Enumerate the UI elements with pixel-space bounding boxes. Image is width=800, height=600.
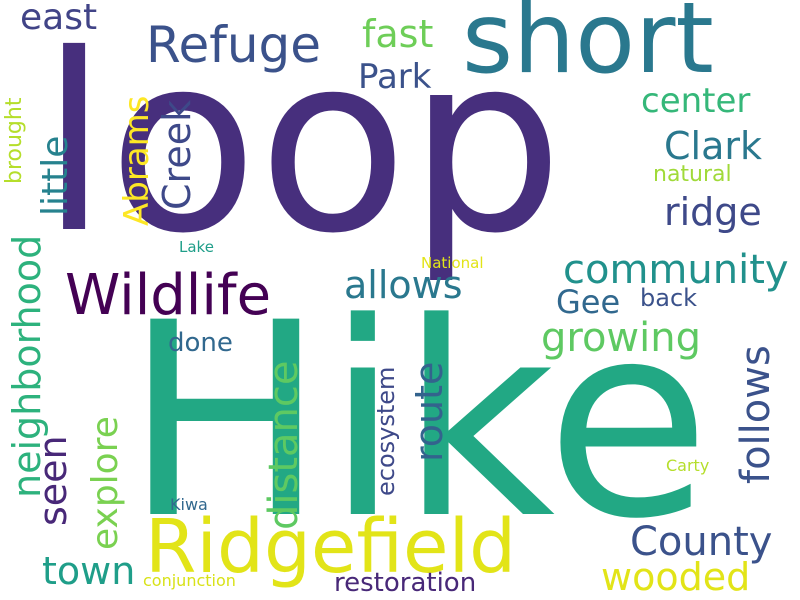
word-ecosystem: ecosystem <box>372 366 400 496</box>
word-wildlife: Wildlife <box>65 263 272 328</box>
word-creek: Creek <box>155 99 199 210</box>
word-little: little <box>35 135 76 216</box>
word-back: back <box>640 284 698 312</box>
word-kiwa: Kiwa <box>170 495 208 514</box>
word-national: National <box>421 254 484 272</box>
word-community: community <box>563 247 789 293</box>
word-refuge: Refuge <box>146 16 322 74</box>
word-county: County <box>630 519 773 565</box>
word-distance: distance <box>261 360 307 531</box>
word-explore: explore <box>85 416 126 550</box>
word-park: Park <box>358 57 432 97</box>
word-growing: growing <box>541 315 701 361</box>
word-hike: Hike <box>124 266 711 578</box>
word-town: town <box>42 549 136 593</box>
word-lake: Lake <box>179 238 214 256</box>
word-loop: loop <box>40 2 564 287</box>
word-brought: brought <box>2 97 27 184</box>
word-restoration: restoration <box>334 568 477 598</box>
word-gee: Gee <box>556 283 621 321</box>
word-natural: natural <box>653 162 732 187</box>
word-done: done <box>168 328 233 358</box>
word-fast: fast <box>362 12 434 56</box>
word-clark: Clark <box>664 124 763 168</box>
word-wooded: wooded <box>601 555 751 599</box>
word-carty: Carty <box>666 456 710 475</box>
word-center: center <box>641 81 751 121</box>
word-short: short <box>462 0 714 96</box>
word-seen: seen <box>31 435 75 526</box>
word-allows: allows <box>344 263 463 307</box>
word-abrams: Abrams <box>117 95 157 227</box>
word-conjunction: conjunction <box>143 571 236 590</box>
word-route: route <box>407 361 451 462</box>
word-east: east <box>20 0 98 38</box>
word-ridge: ridge <box>664 190 762 234</box>
word-ridgefield: Ridgefield <box>145 504 517 590</box>
word-follows: follows <box>733 345 779 484</box>
